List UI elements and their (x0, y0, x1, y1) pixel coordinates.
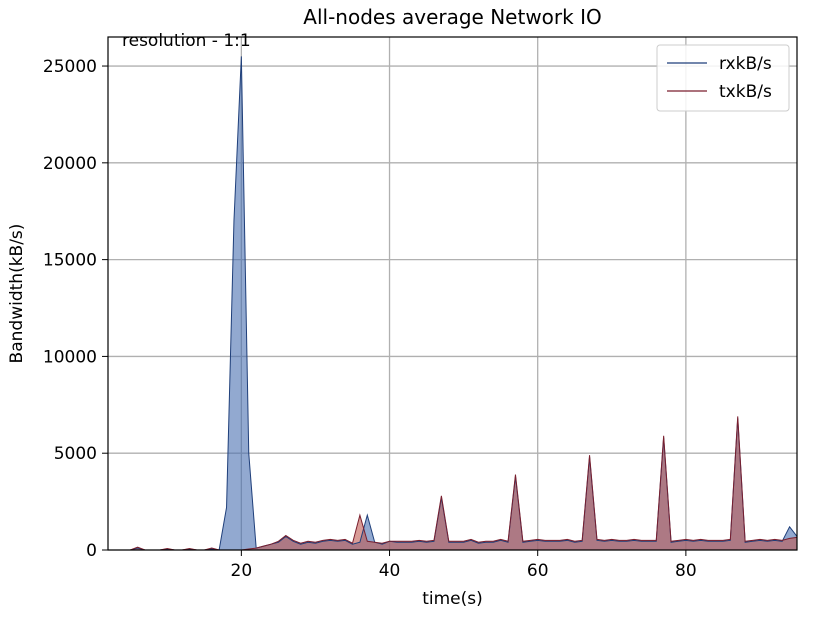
resolution-annotation: resolution - 1:1 (122, 31, 251, 51)
legend: rxkB/s txkB/s (656, 44, 790, 112)
y-tick-label-1: 5000 (54, 444, 97, 464)
x-tick-label-3: 80 (675, 561, 697, 581)
legend-box (656, 44, 790, 112)
series-line-0 (108, 56, 798, 551)
legend-items: rxkB/s txkB/s (667, 54, 772, 102)
x-axis-label: time(s) (422, 589, 483, 609)
chart-title: All-nodes average Network IO (303, 5, 601, 29)
y-axis-label: Bandwidth(kB/s) (7, 224, 27, 364)
x-tick-label-2: 60 (527, 561, 549, 581)
legend-label-1: txkB/s (719, 82, 772, 102)
y-tick-label-5: 25000 (43, 57, 97, 77)
x-tick-label-1: 40 (379, 561, 401, 581)
tick-layer: 20 40 60 80 0 5000 10000 15000 20000 25000 (43, 57, 697, 581)
y-tick-label-0: 0 (86, 541, 97, 561)
plot-frame (107, 36, 798, 551)
y-tick-label-4: 20000 (43, 154, 97, 174)
y-tick-label-2: 10000 (43, 347, 97, 367)
x-tick-label-0: 20 (231, 561, 253, 581)
legend-label-0: rxkB/s (719, 54, 772, 74)
y-tick-label-3: 15000 (43, 251, 97, 271)
